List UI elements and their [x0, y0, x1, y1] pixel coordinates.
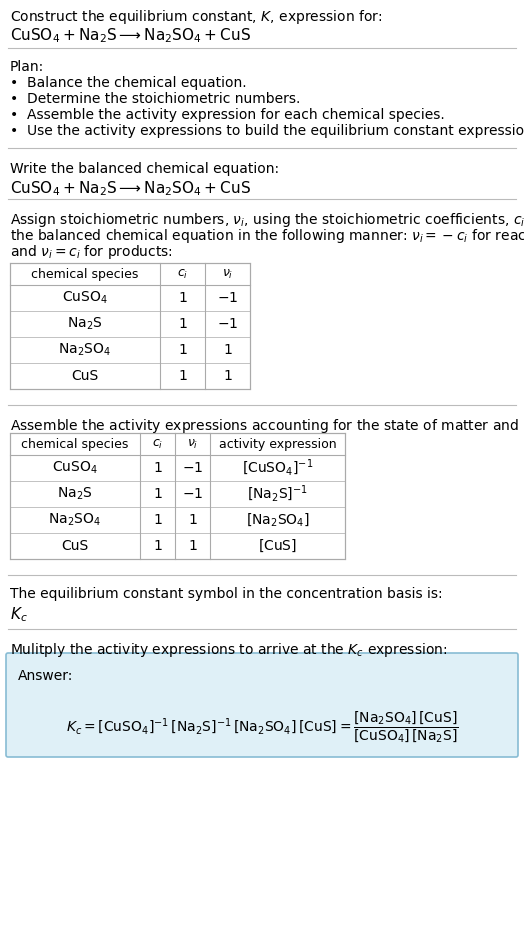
Text: 1: 1	[178, 369, 187, 383]
Text: $[\mathrm{CuSO_4}]^{-1}$: $[\mathrm{CuSO_4}]^{-1}$	[242, 457, 313, 478]
Text: $\mathrm{Na_2S}$: $\mathrm{Na_2S}$	[67, 316, 103, 332]
Text: $1$: $1$	[223, 369, 232, 383]
Text: $\nu_i$: $\nu_i$	[187, 437, 198, 451]
Text: CuS: CuS	[61, 539, 89, 553]
Text: $K_c$: $K_c$	[10, 605, 28, 623]
Text: and $\nu_i = c_i$ for products:: and $\nu_i = c_i$ for products:	[10, 243, 173, 261]
Text: •  Determine the stoichiometric numbers.: • Determine the stoichiometric numbers.	[10, 92, 300, 106]
Text: 1: 1	[153, 513, 162, 527]
Text: $1$: $1$	[223, 343, 232, 357]
Text: $-1$: $-1$	[217, 317, 238, 331]
Text: Plan:: Plan:	[10, 60, 44, 74]
Text: Assemble the activity expressions accounting for the state of matter and $\nu_i$: Assemble the activity expressions accoun…	[10, 417, 524, 435]
Bar	[10, 263, 250, 389]
Text: $[\mathrm{CuS}]$: $[\mathrm{CuS}]$	[258, 538, 297, 554]
Text: activity expression: activity expression	[219, 437, 336, 451]
Text: $-1$: $-1$	[217, 291, 238, 305]
Text: the balanced chemical equation in the following manner: $\nu_i = -c_i$ for react: the balanced chemical equation in the fo…	[10, 227, 524, 245]
Text: $1$: $1$	[188, 513, 198, 527]
Text: $\mathrm{CuSO_4}$: $\mathrm{CuSO_4}$	[62, 289, 108, 307]
Text: 1: 1	[153, 461, 162, 475]
Text: Mulitply the activity expressions to arrive at the $K_c$ expression:: Mulitply the activity expressions to arr…	[10, 641, 447, 659]
Text: Construct the equilibrium constant, $K$, expression for:: Construct the equilibrium constant, $K$,…	[10, 8, 383, 26]
Text: $c_i$: $c_i$	[177, 268, 188, 281]
Text: $\mathrm{CuSO_4 + Na_2S \longrightarrow Na_2SO_4 + CuS}$: $\mathrm{CuSO_4 + Na_2S \longrightarrow …	[10, 179, 251, 197]
Text: •  Assemble the activity expression for each chemical species.: • Assemble the activity expression for e…	[10, 108, 445, 122]
Text: 1: 1	[178, 343, 187, 357]
Text: 1: 1	[178, 291, 187, 305]
Text: chemical species: chemical species	[31, 268, 139, 281]
Text: $-1$: $-1$	[182, 487, 203, 501]
Text: $\mathrm{Na_2SO_4}$: $\mathrm{Na_2SO_4}$	[49, 512, 102, 529]
Text: $[\mathrm{Na_2SO_4}]$: $[\mathrm{Na_2SO_4}]$	[246, 512, 309, 529]
Text: Assign stoichiometric numbers, $\nu_i$, using the stoichiometric coefficients, $: Assign stoichiometric numbers, $\nu_i$, …	[10, 211, 524, 229]
Text: •  Use the activity expressions to build the equilibrium constant expression.: • Use the activity expressions to build …	[10, 124, 524, 138]
Text: $K_c = [\mathrm{CuSO_4}]^{-1}\,[\mathrm{Na_2S}]^{-1}\,[\mathrm{Na_2SO_4}]\,[\mat: $K_c = [\mathrm{CuSO_4}]^{-1}\,[\mathrm{…	[66, 710, 458, 745]
Text: Answer:: Answer:	[18, 669, 73, 683]
Text: 1: 1	[153, 539, 162, 553]
FancyBboxPatch shape	[6, 653, 518, 757]
Text: $\mathrm{Na_2S}$: $\mathrm{Na_2S}$	[57, 486, 93, 502]
Text: $[\mathrm{Na_2S}]^{-1}$: $[\mathrm{Na_2S}]^{-1}$	[247, 484, 308, 504]
Text: $\mathrm{CuSO_4 + Na_2S \longrightarrow Na_2SO_4 + CuS}$: $\mathrm{CuSO_4 + Na_2S \longrightarrow …	[10, 26, 251, 45]
Text: The equilibrium constant symbol in the concentration basis is:: The equilibrium constant symbol in the c…	[10, 587, 443, 601]
Text: •  Balance the chemical equation.: • Balance the chemical equation.	[10, 76, 247, 90]
Text: chemical species: chemical species	[21, 437, 129, 451]
Bar	[10, 433, 345, 559]
Text: $1$: $1$	[188, 539, 198, 553]
Text: $\mathrm{CuSO_4}$: $\mathrm{CuSO_4}$	[52, 460, 98, 476]
Text: $-1$: $-1$	[182, 461, 203, 475]
Text: CuS: CuS	[71, 369, 99, 383]
Text: 1: 1	[153, 487, 162, 501]
Text: $c_i$: $c_i$	[152, 437, 163, 451]
Text: $\nu_i$: $\nu_i$	[222, 268, 233, 281]
Text: $\mathrm{Na_2SO_4}$: $\mathrm{Na_2SO_4}$	[59, 342, 112, 358]
Text: Write the balanced chemical equation:: Write the balanced chemical equation:	[10, 162, 279, 176]
Text: 1: 1	[178, 317, 187, 331]
